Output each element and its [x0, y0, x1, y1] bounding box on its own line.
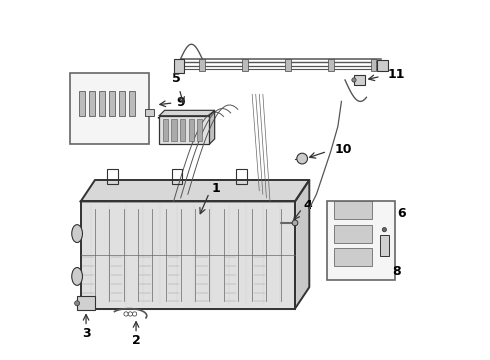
Bar — [377, 60, 388, 71]
Bar — [331, 208, 375, 273]
Polygon shape — [295, 180, 309, 309]
Bar — [242, 59, 248, 71]
Bar — [119, 91, 125, 116]
Bar — [189, 119, 194, 141]
Bar — [180, 119, 185, 141]
Bar — [172, 169, 182, 184]
Polygon shape — [209, 111, 215, 144]
Text: 3: 3 — [82, 327, 90, 340]
Bar — [89, 91, 96, 116]
Ellipse shape — [72, 267, 82, 285]
Bar — [163, 119, 168, 141]
Bar — [145, 109, 154, 116]
Text: 6: 6 — [397, 207, 405, 220]
Bar — [334, 202, 371, 219]
Text: 2: 2 — [132, 333, 141, 347]
Bar — [371, 59, 376, 71]
Bar — [79, 91, 85, 116]
Bar — [334, 248, 371, 266]
Polygon shape — [159, 111, 215, 116]
Bar — [285, 59, 291, 71]
Text: 7: 7 — [156, 116, 165, 129]
Text: 4: 4 — [303, 198, 312, 212]
Ellipse shape — [292, 220, 298, 226]
Polygon shape — [81, 180, 309, 202]
Bar — [354, 75, 365, 85]
Bar — [172, 119, 177, 141]
Bar — [197, 119, 202, 141]
Bar — [199, 59, 205, 71]
Bar — [327, 202, 395, 280]
Bar — [107, 169, 118, 184]
Ellipse shape — [72, 225, 82, 243]
Ellipse shape — [132, 312, 137, 316]
Bar — [328, 59, 334, 71]
Bar — [99, 91, 105, 116]
Text: 1: 1 — [211, 182, 220, 195]
Bar — [109, 91, 115, 116]
Text: 8: 8 — [392, 265, 401, 278]
Bar — [334, 225, 371, 243]
Ellipse shape — [352, 78, 356, 82]
Ellipse shape — [382, 228, 387, 232]
Ellipse shape — [297, 153, 308, 164]
Ellipse shape — [74, 301, 79, 306]
Bar — [380, 235, 389, 256]
Bar — [74, 84, 145, 134]
Bar — [173, 59, 184, 73]
Text: 11: 11 — [388, 68, 405, 81]
Bar — [236, 169, 247, 184]
Ellipse shape — [128, 312, 132, 316]
Bar — [77, 296, 95, 310]
Bar — [159, 116, 209, 144]
Text: 9: 9 — [176, 96, 185, 109]
Text: 5: 5 — [172, 72, 181, 85]
Bar — [70, 73, 148, 144]
Bar — [129, 91, 135, 116]
Text: 10: 10 — [334, 143, 352, 156]
Polygon shape — [81, 202, 295, 309]
Ellipse shape — [124, 312, 128, 316]
